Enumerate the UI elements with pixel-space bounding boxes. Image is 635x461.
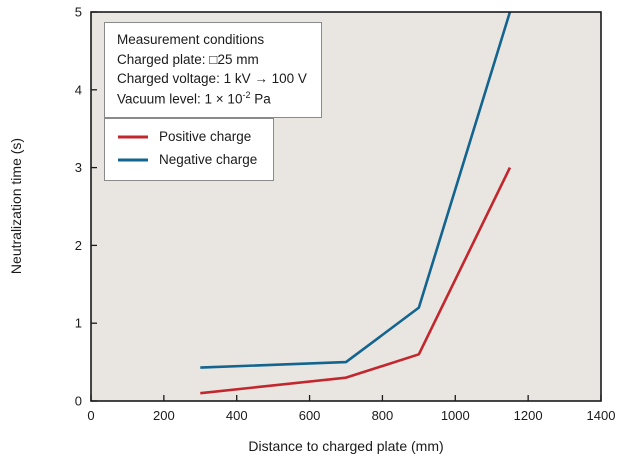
conditions-title: Measurement conditions (117, 32, 265, 47)
y-tick-label: 5 (75, 5, 82, 20)
negative-line-swatch-icon (118, 158, 148, 162)
positive-line-swatch-icon (118, 135, 148, 139)
measurement-conditions-box: Measurement conditions Charged plate: □2… (104, 22, 322, 118)
x-tick-label: 1200 (514, 408, 543, 423)
conditions-charged-plate: Charged plate: □25 mm (117, 51, 259, 67)
x-tick-label: 0 (87, 408, 94, 423)
negative-charge-line (200, 11, 512, 369)
y-tick-label: 1 (75, 316, 82, 331)
x-tick-label: 800 (372, 408, 394, 423)
legend-item-negative: Negative charge (117, 149, 257, 172)
y-tick-label: 3 (75, 160, 82, 175)
legend-item-positive: Positive charge (117, 126, 257, 149)
conditions-charged-voltage: Charged voltage: 1 kV → 100 V (117, 71, 307, 87)
legend-label-negative: Negative charge (159, 151, 258, 167)
legend: Positive charge Negative charge (104, 118, 275, 181)
x-tick-label: 1400 (587, 408, 616, 423)
y-tick-label: 2 (75, 238, 82, 253)
plot-frame (90, 11, 602, 402)
x-tick-label: 1000 (441, 408, 470, 423)
y-axis-title: Neutralization time (s) (8, 137, 24, 275)
y-tick-label: 0 (75, 394, 82, 409)
x-tick-label: 600 (299, 408, 321, 423)
x-tick-label: 200 (153, 408, 175, 423)
x-tick-label: 400 (226, 408, 248, 423)
legend-label-positive: Positive charge (159, 129, 252, 144)
y-tick-label: 4 (75, 82, 82, 97)
conditions-vacuum-level: Vacuum level: 1 × 10-2 Pa (117, 89, 271, 107)
positive-charge-line (200, 167, 512, 395)
vacuum-exponent: -2 (242, 89, 251, 100)
x-axis-title: Distance to charged plate (mm) (248, 438, 444, 454)
